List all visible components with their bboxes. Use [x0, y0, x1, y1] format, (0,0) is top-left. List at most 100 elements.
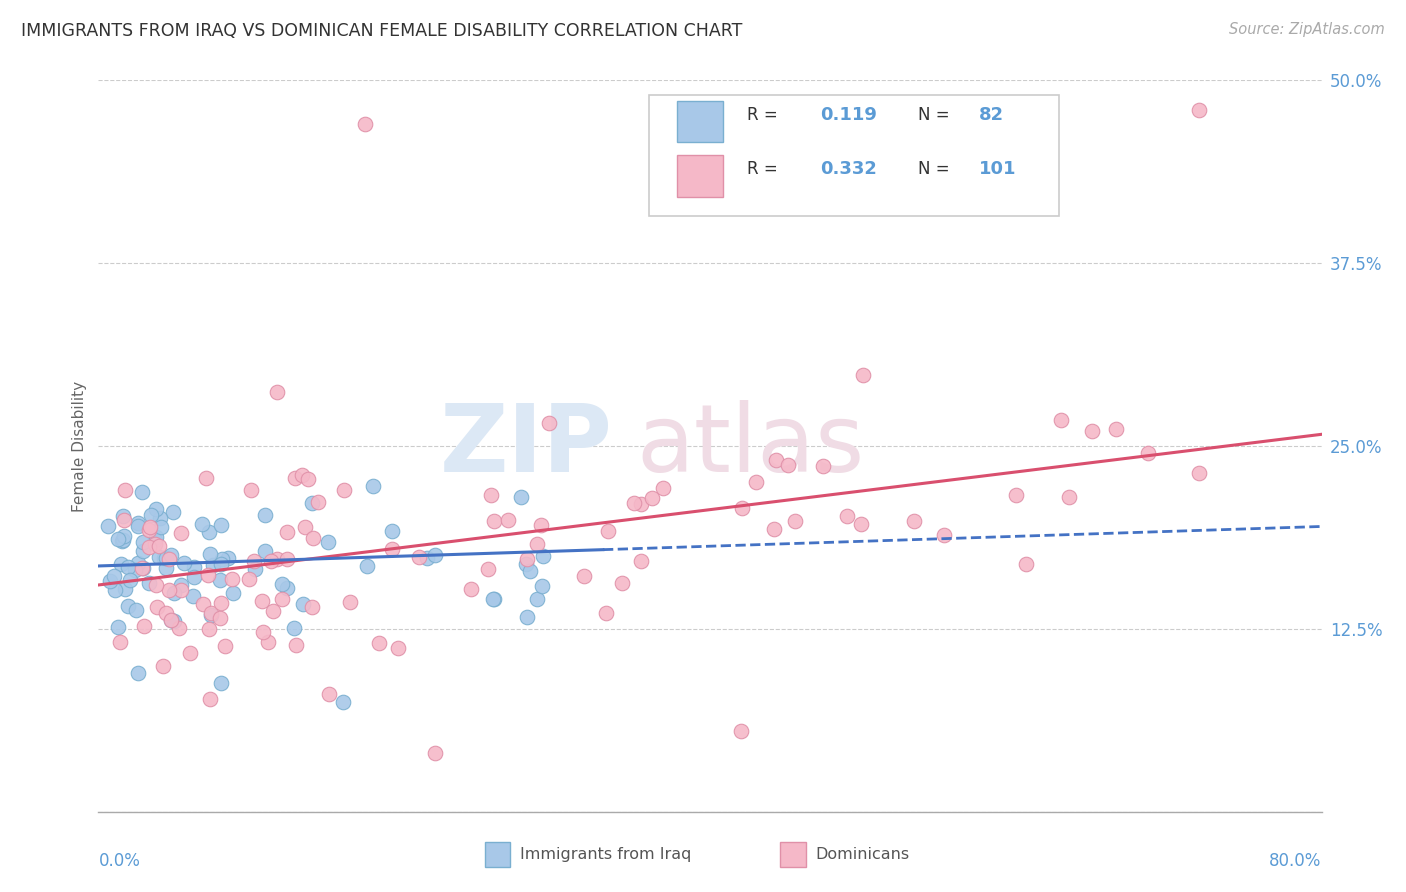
Point: [143, 533, 166, 548]
Point: [183, 559, 205, 574]
Point: [630, 497, 652, 511]
Point: [260, 554, 283, 568]
Point: [209, 676, 232, 690]
Point: [198, 548, 221, 562]
Point: [139, 520, 162, 534]
Point: [623, 496, 645, 510]
Point: [112, 533, 135, 548]
Point: [239, 483, 262, 498]
Point: [222, 586, 245, 600]
Point: [97, 519, 120, 533]
Text: ZIP: ZIP: [439, 400, 612, 492]
Point: [208, 611, 231, 625]
Point: [108, 635, 131, 649]
Point: [266, 384, 288, 399]
Point: [253, 508, 276, 523]
Point: [145, 502, 167, 516]
Point: [127, 665, 149, 680]
Point: [301, 600, 323, 615]
Point: [114, 582, 136, 596]
Point: [104, 582, 127, 597]
Point: [124, 563, 146, 577]
Point: [200, 607, 222, 622]
Point: [932, 528, 955, 542]
Point: [276, 552, 298, 566]
Point: [266, 551, 288, 566]
Point: [114, 512, 136, 526]
Point: [526, 591, 548, 606]
Point: [1050, 413, 1073, 427]
Point: [159, 548, 181, 562]
Point: [153, 551, 176, 566]
Point: [148, 539, 170, 553]
Point: [630, 553, 652, 567]
Point: [835, 508, 858, 523]
Point: [316, 535, 339, 549]
Point: [221, 572, 243, 586]
Point: [157, 552, 180, 566]
Point: [117, 599, 139, 614]
Point: [496, 513, 519, 527]
Point: [243, 554, 266, 568]
Point: [238, 572, 260, 586]
Point: [155, 560, 177, 574]
Point: [477, 562, 499, 576]
Text: Immigrants from Iraq: Immigrants from Iraq: [520, 847, 692, 862]
Point: [111, 534, 134, 549]
Point: [143, 537, 166, 551]
Text: Source: ZipAtlas.com: Source: ZipAtlas.com: [1229, 22, 1385, 37]
Point: [155, 550, 177, 565]
FancyBboxPatch shape: [678, 101, 724, 143]
Point: [112, 528, 135, 542]
Point: [765, 452, 787, 467]
Point: [516, 552, 538, 566]
Point: [155, 606, 177, 620]
Point: [482, 514, 505, 528]
Point: [1136, 446, 1159, 460]
Point: [132, 561, 155, 575]
Point: [131, 484, 153, 499]
Point: [387, 641, 409, 656]
Point: [849, 516, 872, 531]
Point: [157, 583, 180, 598]
Point: [381, 542, 404, 557]
Point: [183, 570, 205, 584]
Point: [284, 638, 307, 652]
Point: [159, 613, 181, 627]
Text: 80.0%: 80.0%: [1270, 852, 1322, 870]
Point: [193, 597, 215, 611]
Point: [148, 549, 170, 564]
Point: [198, 525, 221, 540]
Point: [361, 479, 384, 493]
Point: [519, 564, 541, 578]
Point: [149, 511, 172, 525]
Point: [276, 524, 298, 539]
Text: 82: 82: [979, 105, 1004, 124]
Text: 101: 101: [979, 160, 1017, 178]
Point: [1188, 467, 1211, 481]
Point: [307, 495, 329, 509]
Point: [283, 621, 305, 635]
Text: R =: R =: [747, 160, 783, 178]
Point: [1188, 103, 1211, 117]
Text: N =: N =: [918, 160, 955, 178]
Point: [103, 569, 125, 583]
Point: [531, 549, 554, 564]
Point: [762, 522, 785, 536]
Point: [201, 558, 224, 572]
Point: [423, 548, 446, 562]
Point: [170, 578, 193, 592]
Point: [162, 505, 184, 519]
Point: [132, 544, 155, 558]
Point: [198, 622, 221, 636]
Point: [217, 550, 239, 565]
Point: [170, 582, 193, 597]
Point: [284, 471, 307, 485]
Point: [595, 606, 617, 620]
Point: [641, 491, 664, 505]
Point: [170, 525, 193, 540]
Point: [194, 471, 217, 485]
Point: [353, 117, 375, 131]
Point: [145, 600, 167, 615]
Point: [292, 598, 315, 612]
